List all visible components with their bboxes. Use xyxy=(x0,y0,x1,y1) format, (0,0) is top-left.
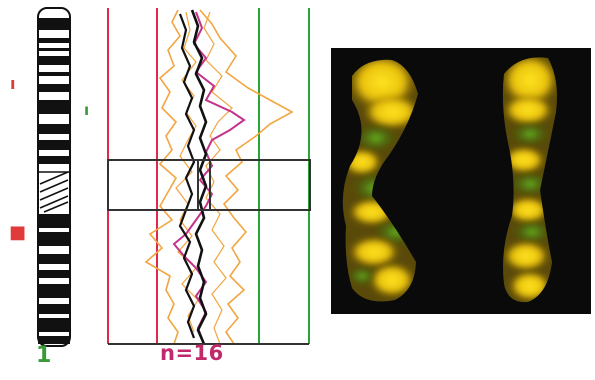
cgh-profile-plot xyxy=(107,8,311,345)
sd-profile-right xyxy=(199,9,294,345)
loss-marker-upper: ı xyxy=(10,74,16,93)
region-box-right xyxy=(209,159,311,211)
sd-profile-left xyxy=(144,9,181,345)
region-box-left xyxy=(107,159,199,211)
sample-count-label: n=16 xyxy=(160,341,224,365)
chromosome-ideogram-icon xyxy=(37,7,71,347)
sd-profile-extra xyxy=(175,11,199,333)
chromosome-number-label: 1 xyxy=(36,343,52,368)
mean-profile xyxy=(190,9,208,345)
gain-marker-upper: ı xyxy=(84,101,90,119)
loss-marker-lower: ■ xyxy=(9,222,27,243)
fluorescent-chromosome-image-icon xyxy=(331,48,591,314)
mean-profile-2 xyxy=(178,13,196,339)
